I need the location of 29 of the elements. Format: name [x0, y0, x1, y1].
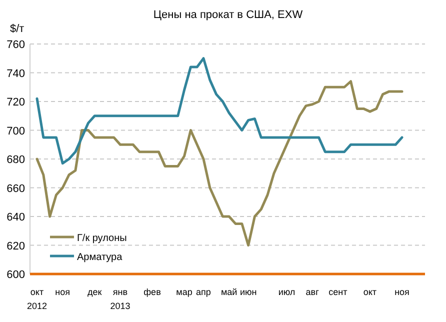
- x-tick-label: июн: [240, 287, 257, 297]
- x-tick-label: май: [220, 287, 238, 297]
- x-tick-label: ноя: [55, 287, 70, 297]
- x-tick-label: сент: [328, 287, 348, 297]
- line-series: [36, 57, 404, 165]
- y-tick-label: 720: [6, 96, 25, 108]
- x-tick-label: авг: [306, 287, 320, 297]
- y-axis-title: $/т: [10, 23, 24, 35]
- x-tick-label: фев: [144, 287, 162, 297]
- y-tick-label: 760: [6, 39, 25, 51]
- y-tick-label: 640: [6, 212, 25, 224]
- y-tick-label: 740: [6, 68, 25, 80]
- y-tick-label: 700: [6, 125, 25, 138]
- x-tick-label: окт 2012: [26, 287, 48, 311]
- x-tick-label: дек: [88, 287, 102, 297]
- x-tick-label: янв 2013: [110, 287, 130, 311]
- x-tick-label: июл: [278, 287, 296, 297]
- legend-label: Г/к рулоны: [77, 233, 127, 244]
- x-tick-label: ноя: [394, 287, 410, 297]
- chart-title: Цены на прокат в США, EXW: [153, 9, 304, 21]
- x-tick-label: апр: [196, 287, 211, 297]
- legend-label: Арматура: [77, 252, 123, 263]
- line-series: [36, 80, 404, 246]
- y-tick-label: 680: [6, 154, 25, 166]
- x-tick-label: мар: [176, 287, 192, 297]
- y-tick-label: 660: [6, 182, 25, 195]
- y-tick-label: 600: [6, 269, 25, 281]
- y-tick-label: 620: [6, 240, 25, 252]
- x-tick-label: окт: [363, 287, 377, 297]
